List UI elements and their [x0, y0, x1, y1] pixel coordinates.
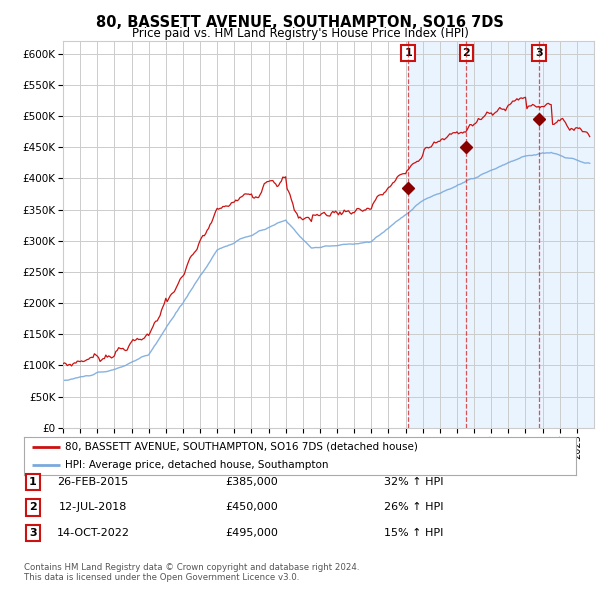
Text: 26% ↑ HPI: 26% ↑ HPI [384, 503, 443, 512]
Text: 2: 2 [463, 48, 470, 58]
Text: £385,000: £385,000 [226, 477, 278, 487]
Text: 12-JUL-2018: 12-JUL-2018 [59, 503, 127, 512]
Bar [466, 41, 539, 428]
Text: 3: 3 [29, 528, 37, 537]
Text: 3: 3 [535, 48, 543, 58]
Text: 2: 2 [29, 503, 37, 512]
Text: 80, BASSETT AVENUE, SOUTHAMPTON, SO16 7DS: 80, BASSETT AVENUE, SOUTHAMPTON, SO16 7D… [96, 15, 504, 30]
Bar [408, 41, 466, 428]
Text: 1: 1 [404, 48, 412, 58]
Text: 80, BASSETT AVENUE, SOUTHAMPTON, SO16 7DS (detached house): 80, BASSETT AVENUE, SOUTHAMPTON, SO16 7D… [65, 442, 418, 452]
Text: 1: 1 [29, 477, 37, 487]
Text: £450,000: £450,000 [226, 503, 278, 512]
Text: 32% ↑ HPI: 32% ↑ HPI [384, 477, 443, 487]
Text: 14-OCT-2022: 14-OCT-2022 [56, 528, 130, 537]
Text: Contains HM Land Registry data © Crown copyright and database right 2024.
This d: Contains HM Land Registry data © Crown c… [24, 563, 359, 582]
Text: £495,000: £495,000 [226, 528, 278, 537]
Text: 26-FEB-2015: 26-FEB-2015 [58, 477, 128, 487]
Text: Price paid vs. HM Land Registry's House Price Index (HPI): Price paid vs. HM Land Registry's House … [131, 27, 469, 40]
Bar [539, 41, 594, 428]
Text: HPI: Average price, detached house, Southampton: HPI: Average price, detached house, Sout… [65, 460, 329, 470]
Text: 15% ↑ HPI: 15% ↑ HPI [384, 528, 443, 537]
